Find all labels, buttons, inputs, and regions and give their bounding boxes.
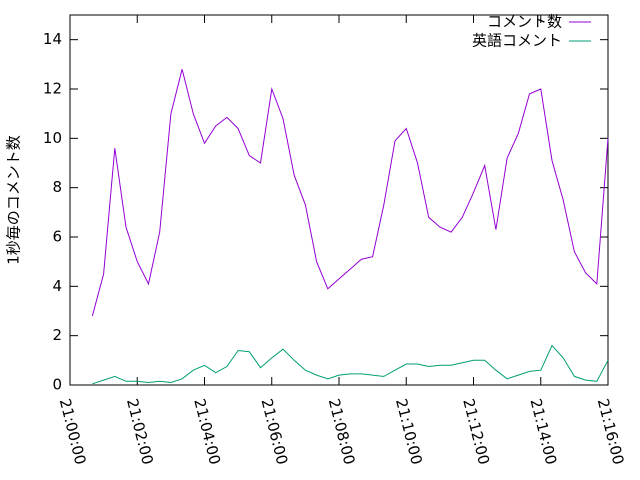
- x-tick-label: 21:00:00: [56, 397, 90, 467]
- y-tick-label: 10: [43, 129, 62, 147]
- y-tick-label: 14: [43, 30, 62, 48]
- plot-border: [69, 14, 609, 386]
- x-tick-label: 21:04:00: [190, 397, 224, 467]
- y-tick-label: 2: [52, 326, 62, 344]
- x-tick-label: 21:12:00: [459, 397, 493, 467]
- y-tick-label: 8: [52, 178, 62, 196]
- legend-label: コメント数: [487, 13, 562, 31]
- x-tick-label: 21:02:00: [123, 397, 157, 467]
- y-tick-label: 12: [43, 80, 62, 98]
- x-tick-label: 21:14:00: [527, 397, 561, 467]
- x-tick-label: 21:10:00: [392, 397, 426, 467]
- y-axis-label: 1秒毎のコメント数: [5, 135, 23, 265]
- legend-label: 英語コメント: [472, 32, 562, 50]
- y-tick-label: 6: [52, 228, 62, 246]
- y-tick-label: 4: [52, 277, 62, 295]
- series-line: [92, 344, 609, 385]
- x-tick-label: 21:06:00: [258, 397, 292, 467]
- x-tick-label: 21:16:00: [594, 397, 628, 467]
- x-tick-label: 21:08:00: [325, 397, 359, 467]
- y-tick-label: 0: [52, 376, 62, 394]
- series-line: [91, 69, 609, 317]
